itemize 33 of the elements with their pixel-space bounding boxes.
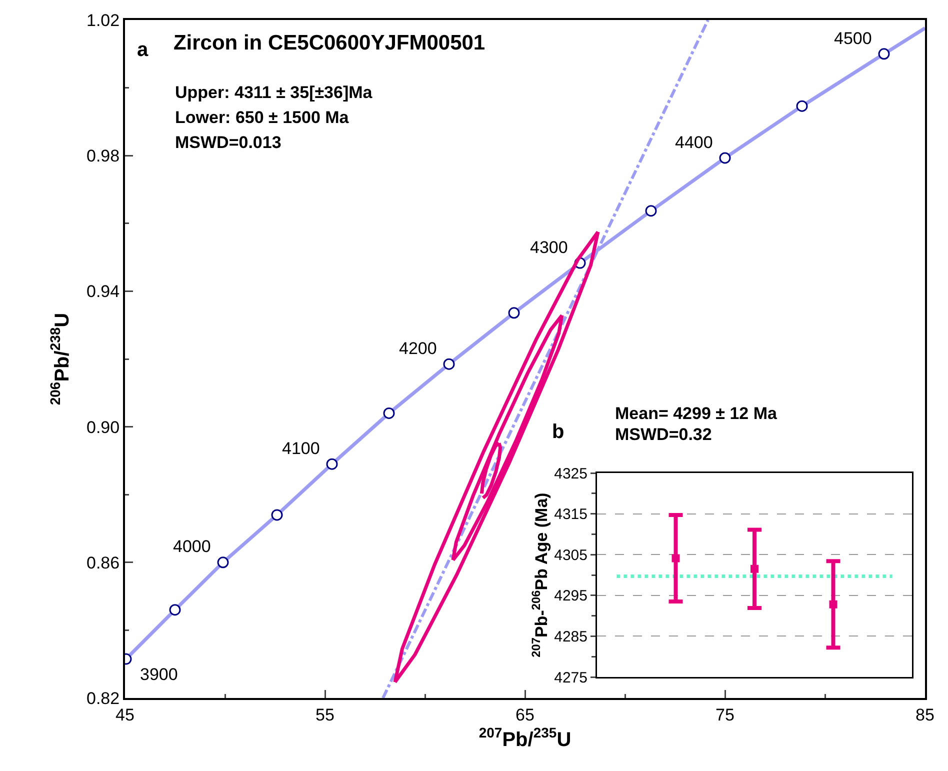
annotation: 4500 <box>834 29 872 48</box>
x-tick-label: 55 <box>316 705 334 724</box>
y-tick-label: 4295 <box>554 588 588 605</box>
annotation: 4200 <box>399 339 437 358</box>
annotation: Mean= 4299 ± 12 Ma <box>615 404 778 423</box>
y-tick-label: 4285 <box>554 628 588 646</box>
annotation: 4300 <box>530 238 568 257</box>
annotation: 4100 <box>282 439 320 458</box>
annotation: MSWD=0.013 <box>175 133 282 152</box>
text: Zircon in CE5C0600YJFM00501 <box>173 31 486 54</box>
y-tick-label: 0.90 <box>86 418 120 437</box>
annotation: MSWD=0.32 <box>615 425 712 444</box>
y-tick-label: 0.98 <box>86 146 120 166</box>
annotation: Upper: 4311 ± 35[±36]Ma <box>175 83 373 102</box>
x-tick-label: 45 <box>116 705 134 724</box>
annotation: 4000 <box>173 537 211 556</box>
annotation: 4400 <box>675 133 713 152</box>
annotation: Lower: 650 ± 1500 Ma <box>175 108 350 127</box>
annotation: b <box>552 421 564 443</box>
x-tick-label: 65 <box>516 705 534 724</box>
y-tick-label: 1.02 <box>86 10 120 30</box>
y-tick-label: 4275 <box>554 669 588 686</box>
x-tick-label: 85 <box>916 705 934 724</box>
y-tick-label: 4325 <box>554 465 588 482</box>
y-tick-label: 4305 <box>554 546 588 564</box>
x-axis-title: $^{207}$Pb/$^{235}$U <box>478 724 572 751</box>
y-tick-label: 4315 <box>554 506 588 524</box>
x-tick-label: 75 <box>716 705 734 724</box>
y-tick-label: 0.82 <box>86 688 120 708</box>
y-tick-label: 0.86 <box>86 553 120 572</box>
annotation: 3900 <box>140 665 178 684</box>
y-tick-label: 0.94 <box>86 282 120 302</box>
annotation: a <box>137 39 149 61</box>
